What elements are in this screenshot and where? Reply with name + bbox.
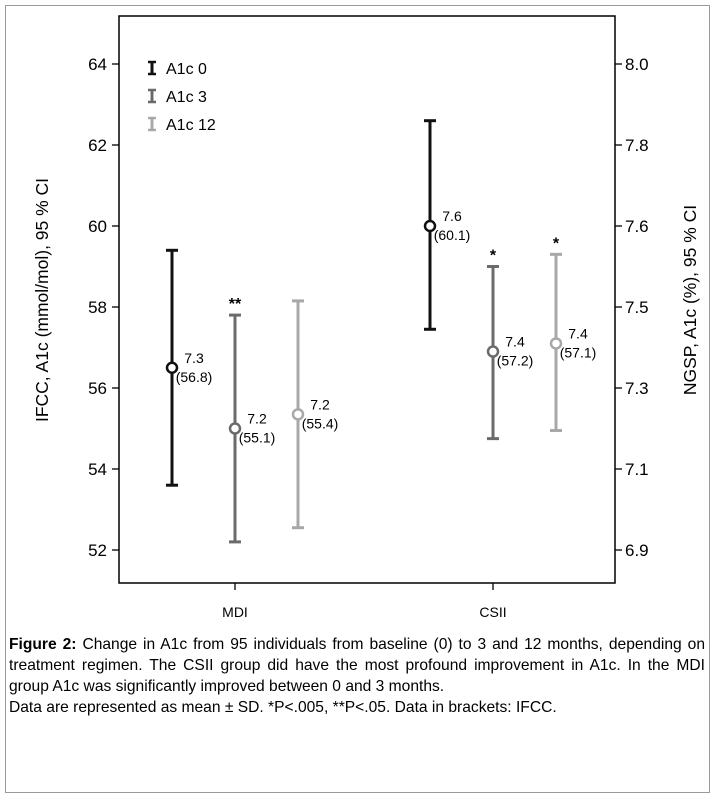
right-tick-label: 7.5 bbox=[625, 298, 649, 317]
significance-marker: * bbox=[490, 248, 497, 265]
left-tick-label: 60 bbox=[88, 217, 107, 236]
data-label-value: 7.2 bbox=[247, 411, 267, 427]
y2-axis-label: NGSP, A1c (%), 95 % CI bbox=[680, 205, 700, 395]
left-tick-label: 52 bbox=[88, 541, 107, 560]
legend-item: A1c 12 bbox=[148, 116, 216, 134]
data-label-value: 7.6 bbox=[442, 208, 462, 224]
right-tick-label: 7.1 bbox=[625, 460, 649, 479]
mean-marker bbox=[549, 337, 563, 350]
right-tick-label: 7.3 bbox=[625, 379, 649, 398]
y-axis-label: IFCC, A1c (mmol/mol), 95 % CI bbox=[32, 178, 52, 422]
left-tick-label: 58 bbox=[88, 298, 107, 317]
error-bar: 7.4 (57.2) * bbox=[486, 248, 534, 441]
caption-paragraph-2: Data are represented as mean ± SD. *P<.0… bbox=[9, 697, 705, 718]
data-label-ifcc: (55.4) bbox=[302, 415, 339, 431]
mean-marker bbox=[486, 345, 500, 358]
mean-marker bbox=[165, 361, 179, 374]
x-axis: MDI CSII bbox=[222, 583, 507, 620]
right-tick-label: 6.9 bbox=[625, 541, 649, 560]
figure-caption: Figure 2: Change in A1c from 95 individu… bbox=[9, 634, 705, 718]
legend-item: A1c 0 bbox=[148, 60, 207, 78]
error-bar: 7.6 (60.1) bbox=[423, 119, 471, 331]
data-label-ifcc: (55.1) bbox=[239, 430, 276, 446]
data-label-ifcc: (60.1) bbox=[434, 227, 471, 243]
left-tick-label: 56 bbox=[88, 379, 107, 398]
significance-marker: ** bbox=[229, 296, 242, 313]
left-tick-label: 64 bbox=[88, 55, 107, 74]
data-label-value: 7.2 bbox=[310, 396, 330, 412]
left-tick-label: 62 bbox=[88, 136, 107, 155]
legend-label: A1c 0 bbox=[166, 61, 207, 78]
error-bar: 7.3 (56.8) bbox=[165, 248, 213, 487]
data-label-value: 7.4 bbox=[568, 325, 588, 341]
data-label-ifcc: (57.2) bbox=[497, 353, 534, 369]
caption-paragraph-1: Figure 2: Change in A1c from 95 individu… bbox=[9, 634, 705, 697]
x-tick-label: MDI bbox=[222, 604, 248, 620]
left-tick-label: 54 bbox=[88, 460, 107, 479]
plot-area bbox=[118, 15, 616, 584]
data-marks: 7.3(56.8)7.6(60.1)7.2(55.1)**7.4(57.2)*7… bbox=[165, 119, 597, 544]
error-bar: 7.2 (55.4) bbox=[291, 299, 339, 530]
caption-note: Data are represented as mean ± SD. *P<.0… bbox=[9, 699, 557, 716]
error-bar: 7.2 (55.1) ** bbox=[228, 296, 276, 544]
right-tick-label: 7.6 bbox=[625, 217, 649, 236]
legend: A1c 0 A1c 3 A1c 12 bbox=[148, 60, 216, 134]
x-tick-label: CSII bbox=[479, 604, 506, 620]
data-label-value: 7.3 bbox=[184, 350, 204, 366]
significance-marker: * bbox=[553, 235, 560, 252]
data-label-ifcc: (56.8) bbox=[176, 369, 213, 385]
data-label-ifcc: (57.1) bbox=[560, 344, 597, 360]
legend-label: A1c 12 bbox=[166, 117, 216, 134]
legend-label: A1c 3 bbox=[166, 89, 207, 106]
caption-figure-label: Figure 2: bbox=[9, 636, 77, 653]
errorbar-chart: 52 54 56 58 60 62 64 8.0 7.8 7.6 7.5 7.3 7.1 6.9 MDI… bbox=[32, 15, 700, 620]
right-tick-label: 7.8 bbox=[625, 136, 649, 155]
figure-frame bbox=[5, 5, 710, 793]
left-axis: 52 54 56 58 60 62 64 bbox=[88, 55, 119, 560]
mean-marker bbox=[228, 422, 242, 435]
mean-marker bbox=[291, 408, 305, 421]
mean-marker bbox=[423, 219, 437, 233]
right-axis: 8.0 7.8 7.6 7.5 7.3 7.1 6.9 bbox=[615, 55, 649, 560]
legend-item: A1c 3 bbox=[148, 88, 207, 106]
data-label-value: 7.4 bbox=[505, 334, 525, 350]
caption-text: Change in A1c from 95 individuals from b… bbox=[9, 636, 705, 695]
right-tick-label: 8.0 bbox=[625, 55, 649, 74]
error-bar: 7.4 (57.1) * bbox=[549, 235, 597, 433]
